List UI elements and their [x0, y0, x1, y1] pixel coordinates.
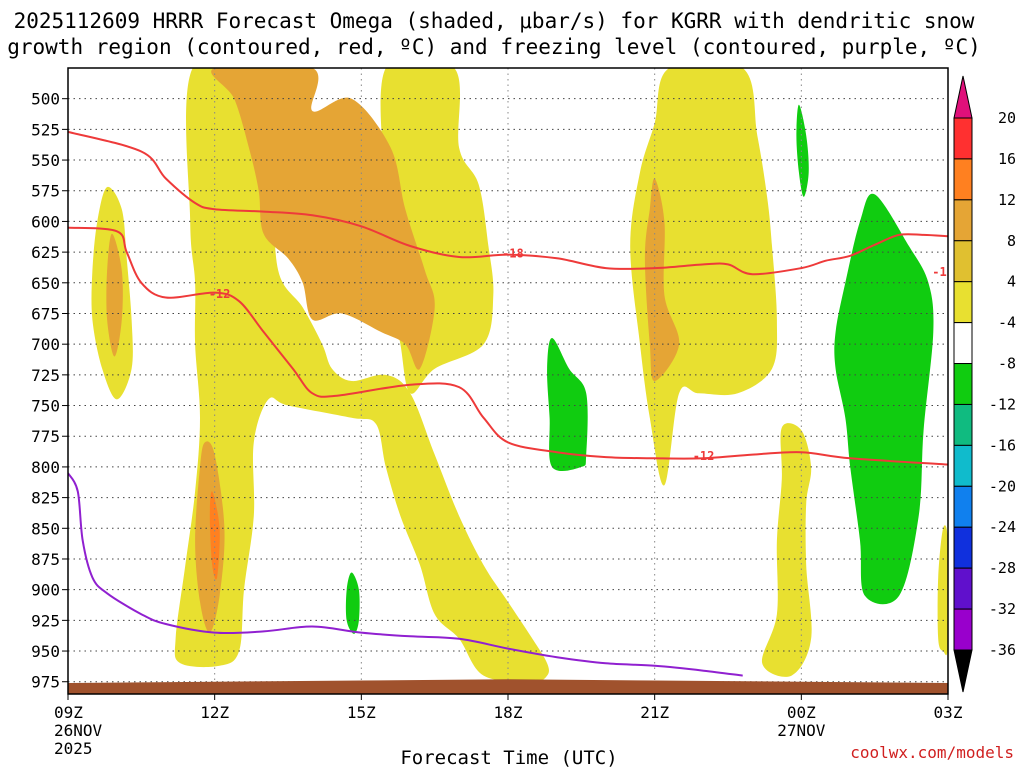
- contour-label-minus12-1: -12: [693, 449, 715, 463]
- y-tick-label-750: 750: [31, 397, 60, 416]
- omega-region-7: [195, 441, 225, 633]
- colorbar: 20 16 12 8 4 -4 -8 -12 -16 -20 -24 -28 -32 -36: [953, 75, 1016, 693]
- colorbar-label-4: 4: [1007, 273, 1016, 291]
- y-tick-label-700: 700: [31, 335, 60, 354]
- omega-region-12: [547, 338, 588, 472]
- y-tick-label-675: 675: [31, 304, 60, 323]
- colorbar-box-5: [953, 322, 973, 365]
- y-tick-label-975: 975: [31, 673, 60, 692]
- y-tick-label-825: 825: [31, 489, 60, 508]
- colorbar-box-0: [953, 117, 973, 160]
- y-tick-label-875: 875: [31, 550, 60, 569]
- y-tick-label-625: 625: [31, 243, 60, 262]
- x-tick-date-27NOV: 27NOV: [777, 721, 826, 740]
- colorbar-box-9: [953, 485, 973, 528]
- omega-region-4: [761, 423, 812, 677]
- x-tick-label-18Z: 18Z: [494, 703, 523, 722]
- colorbar-label-minus20: -20: [989, 477, 1016, 495]
- omega-region-14: [834, 193, 934, 605]
- y-axis: 500 525 550 575 600 625 650 675 700 725 750 775 800 8…: [31, 90, 68, 692]
- x-axis-title: Forecast Time (UTC): [400, 747, 617, 768]
- colorbar-label-minus24: -24: [989, 518, 1016, 536]
- contour-label-minus18-1: -18: [932, 265, 954, 279]
- y-tick-label-850: 850: [31, 519, 60, 538]
- x-tick-label-09Z: 09Z: [54, 703, 83, 722]
- colorbar-label-minus12: -12: [989, 395, 1016, 413]
- terrain-layer: [68, 679, 948, 694]
- freezing-level-contour: [68, 472, 743, 677]
- y-tick-label-575: 575: [31, 182, 60, 201]
- x-tick-label-12Z: 12Z: [200, 703, 229, 722]
- colorbar-box-10: [953, 526, 973, 569]
- y-tick-label-525: 525: [31, 120, 60, 139]
- y-tick-label-800: 800: [31, 458, 60, 477]
- y-tick-label-900: 900: [31, 581, 60, 600]
- x-tick-year-2025: 2025: [54, 739, 93, 758]
- omega-region-5: [937, 525, 948, 656]
- omega-region-3: [630, 68, 778, 486]
- dgz-contour-minus18: [68, 130, 948, 276]
- colorbar-label-minus36: -36: [989, 641, 1016, 659]
- y-tick-label-650: 650: [31, 274, 60, 293]
- y-tick-label-500: 500: [31, 90, 60, 109]
- colorbar-label-20: 20: [998, 109, 1016, 127]
- terrain-fill: [68, 679, 948, 694]
- colorbar-bottom-arrow: [953, 649, 973, 693]
- omega-region-6: [211, 68, 435, 370]
- colorbar-label-8: 8: [1007, 232, 1016, 250]
- x-tick-date-26NOV: 26NOV: [54, 721, 103, 740]
- credit-link[interactable]: coolwx.com/models: [850, 743, 1014, 762]
- gridlines: [68, 68, 948, 694]
- x-tick-label-00Z: 00Z: [787, 703, 816, 722]
- colorbar-box-8: [953, 444, 973, 487]
- colorbar-label-minus16: -16: [989, 436, 1016, 454]
- colorbar-label-minus8: -8: [998, 355, 1016, 373]
- colorbar-top-arrow: [953, 75, 973, 119]
- colorbar-box-11: [953, 567, 973, 610]
- chart-title-line-2: growth region (contoured, red, ºC) and f…: [7, 35, 981, 59]
- y-tick-label-950: 950: [31, 642, 60, 661]
- colorbar-box-7: [953, 403, 973, 446]
- y-tick-label-925: 925: [31, 611, 60, 630]
- x-tick-label-15Z: 15Z: [347, 703, 376, 722]
- omega-region-13: [796, 104, 809, 197]
- colorbar-label-minus28: -28: [989, 559, 1016, 577]
- omega-region-11: [345, 572, 360, 634]
- colorbar-label-minus4: -4: [998, 314, 1016, 332]
- y-tick-label-725: 725: [31, 366, 60, 385]
- colorbar-box-1: [953, 158, 973, 201]
- colorbar-label-16: 16: [998, 150, 1016, 168]
- contour-layer: -18 -18 -12 -12: [68, 130, 954, 677]
- omega-shading-layer: [91, 68, 948, 682]
- omega-region-8: [106, 233, 123, 357]
- x-tick-label-21Z: 21Z: [640, 703, 669, 722]
- dgz-contour-minus12: [68, 226, 948, 466]
- colorbar-box-12: [953, 608, 973, 651]
- y-tick-label-600: 600: [31, 212, 60, 231]
- contour-label-minus12-0: -12: [209, 287, 231, 301]
- y-tick-label-550: 550: [31, 151, 60, 170]
- chart-title-line-1: 2025112609 HRRR Forecast Omega (shaded, …: [14, 9, 975, 33]
- contour-label-minus18-0: -18: [502, 246, 524, 260]
- colorbar-box-3: [953, 240, 973, 283]
- omega-region-10: [209, 491, 220, 580]
- colorbar-label-12: 12: [998, 191, 1016, 209]
- colorbar-box-6: [953, 363, 973, 405]
- colorbar-box-4: [953, 281, 973, 324]
- x-tick-label-03Z: 03Z: [934, 703, 963, 722]
- colorbar-box-2: [953, 199, 973, 242]
- colorbar-label-minus32: -32: [989, 600, 1016, 618]
- y-tick-label-775: 775: [31, 427, 60, 446]
- omega-region-9: [644, 178, 680, 381]
